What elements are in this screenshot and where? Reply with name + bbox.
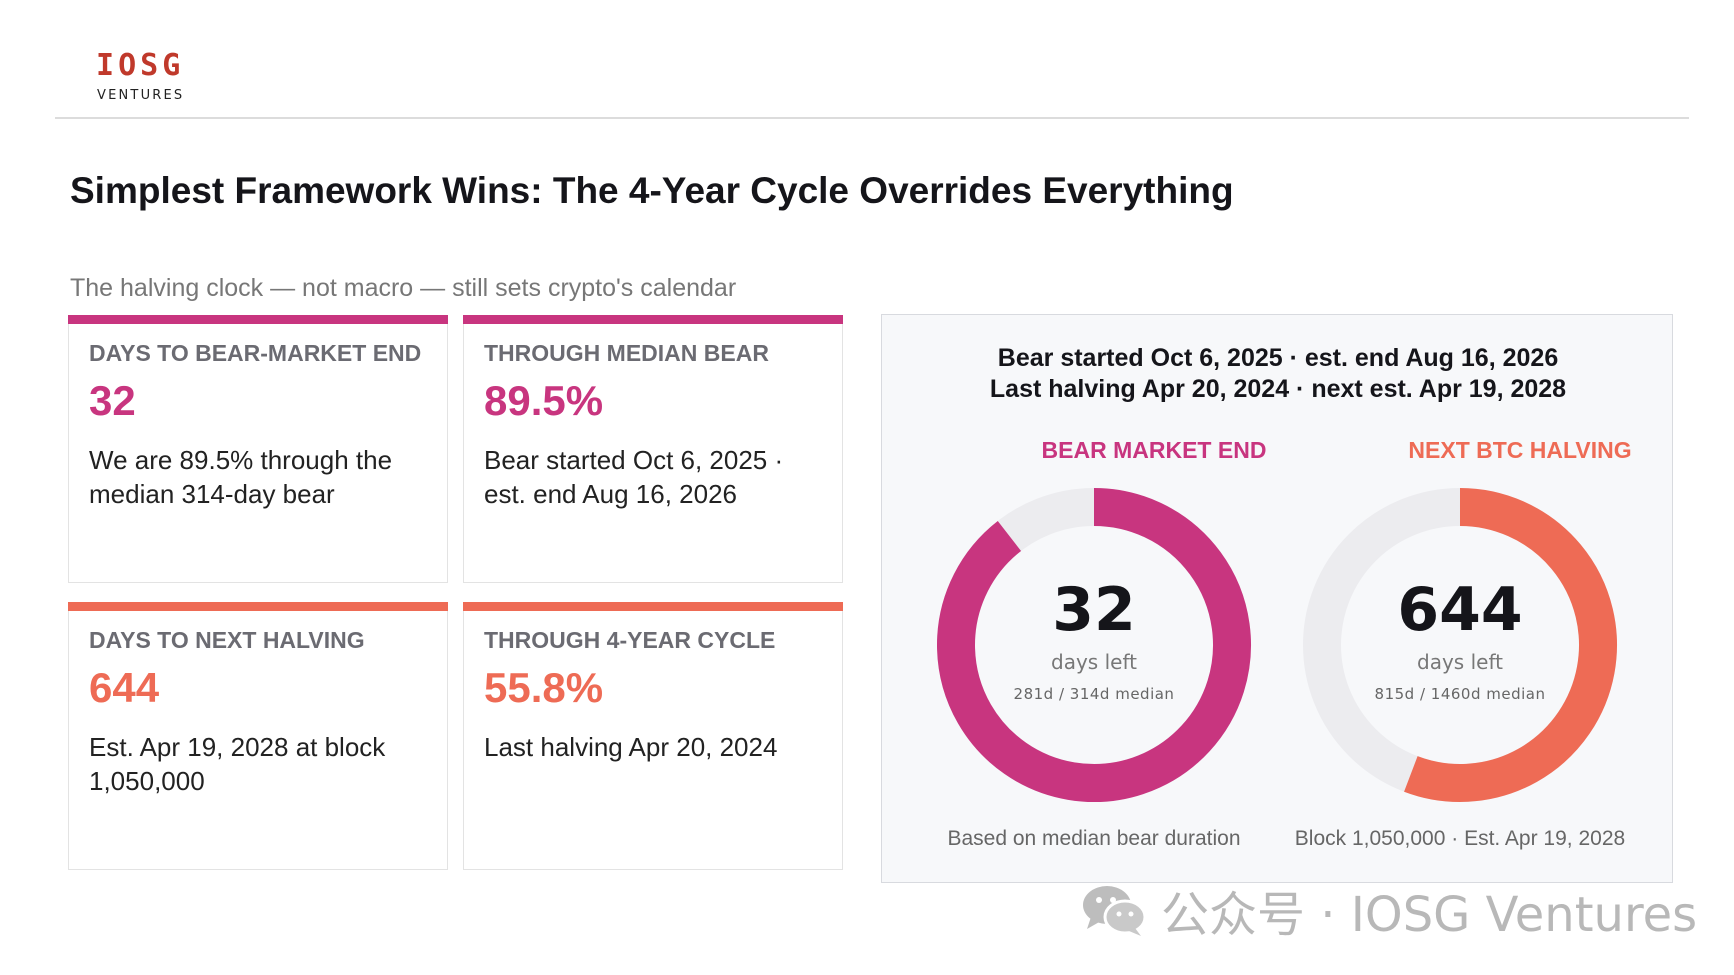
- donut-title-bear: BEAR MARKET END: [1041, 437, 1267, 463]
- halving-donut: 644 days left 815d / 1460d median: [1300, 485, 1620, 805]
- donut-title-halving: NEXT BTC HALVING: [1408, 437, 1632, 463]
- panel-header-bear: Bear started Oct 6, 2025 · est. end Aug …: [997, 344, 1559, 372]
- card-value: 55.8%: [484, 664, 604, 711]
- donut-number: 32: [1052, 575, 1136, 645]
- card-value: 32: [89, 377, 136, 424]
- card-label: DAYS TO NEXT HALVING: [89, 627, 365, 653]
- donut-unit: days left: [1417, 650, 1503, 674]
- card-description: Est. Apr 19, 2028 at block 1,050,000: [89, 732, 386, 796]
- wechat-watermark: 公众号 · IOSG Ventures: [1081, 882, 1697, 943]
- card-value: 89.5%: [484, 377, 604, 424]
- donut-footer-bear: Based on median bear duration: [947, 827, 1241, 850]
- donut-progress-arc: [1404, 488, 1617, 802]
- page-title: Simplest Framework Wins: The 4-Year Cycl…: [70, 170, 1234, 211]
- bear-market-donut: 32 days left 281d / 314d median: [934, 485, 1254, 805]
- card-description: We are 89.5% through the median 314-day …: [89, 445, 393, 509]
- card-accent-bar: [68, 602, 448, 611]
- card-value: 644: [89, 664, 160, 711]
- donut-meta: 815d / 1460d median: [1374, 685, 1546, 703]
- card-accent-bar: [463, 315, 843, 324]
- stat-card-days-to-halving: DAYS TO NEXT HALVING 644 Est. Apr 19, 20…: [68, 602, 448, 870]
- header-divider: [55, 117, 1689, 119]
- stat-card-days-to-bear-end: DAYS TO BEAR-MARKET END 32 We are 89.5% …: [68, 315, 448, 583]
- panel-header-halving: Last halving Apr 20, 2024 · next est. Ap…: [989, 375, 1567, 403]
- card-label: THROUGH MEDIAN BEAR: [484, 340, 769, 366]
- page-subtitle: The halving clock — not macro — still se…: [70, 274, 737, 302]
- iosg-logo: IOSG VENTURES: [96, 48, 206, 106]
- card-label: DAYS TO BEAR-MARKET END: [89, 340, 422, 366]
- stat-card-through-cycle: THROUGH 4-YEAR CYCLE 55.8% Last halving …: [463, 602, 843, 870]
- card-description: Bear started Oct 6, 2025 · est. end Aug …: [484, 445, 784, 509]
- card-accent-bar: [463, 602, 843, 611]
- donut-unit: days left: [1051, 650, 1137, 674]
- card-accent-bar: [68, 315, 448, 324]
- donut-progress-arc: [937, 488, 1251, 802]
- logo-mark: IOSG: [96, 48, 185, 83]
- donut-meta: 281d / 314d median: [1013, 685, 1175, 703]
- donut-footer-halving: Block 1,050,000 · Est. Apr 19, 2028: [1294, 827, 1626, 850]
- watermark-text: 公众号 · IOSG Ventures: [1161, 887, 1698, 943]
- countdown-panel: Bear started Oct 6, 2025 · est. end Aug …: [881, 314, 1673, 883]
- card-label: THROUGH 4-YEAR CYCLE: [484, 627, 776, 653]
- stat-card-through-median-bear: THROUGH MEDIAN BEAR 89.5% Bear started O…: [463, 315, 843, 583]
- donut-number: 644: [1397, 575, 1523, 645]
- wechat-icon: [1081, 883, 1147, 937]
- logo-subtitle: VENTURES: [97, 88, 185, 103]
- card-description: Last halving Apr 20, 2024: [484, 732, 778, 762]
